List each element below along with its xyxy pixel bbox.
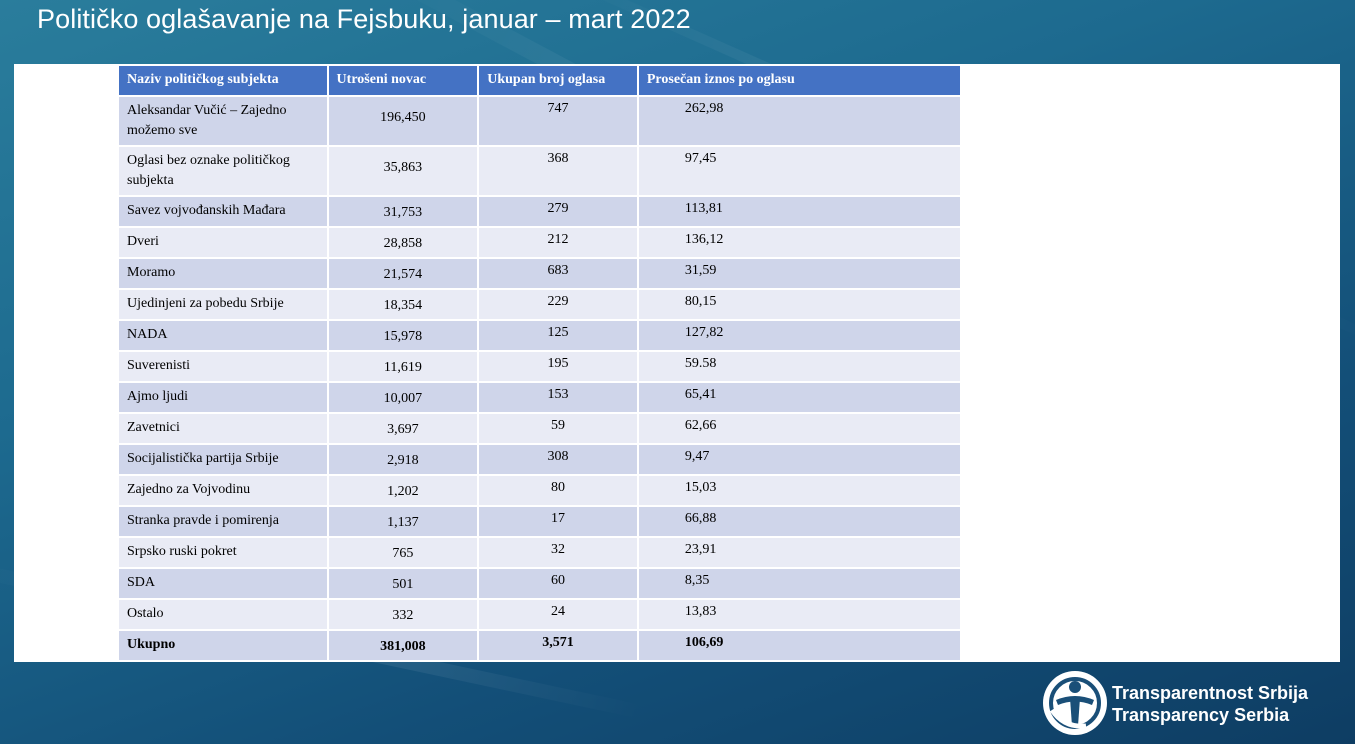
table-row: Ujedinjeni za pobedu Srbije 18,354 229 80,1… [117,288,963,321]
cell-average: 80,15 [636,288,963,321]
cell-ad-count: 153 [477,381,639,414]
logo-emblem-icon [1043,671,1107,735]
table-row: Savez vojvođanskih Mađara 31,753 279 113,81 [117,195,963,228]
cell-ad-count: 212 [477,226,639,259]
cell-average: 9,47 [636,443,963,476]
cell-party: NADA [117,319,329,352]
cell-ad-count: 17 [477,505,639,538]
cell-party: Ukupno [117,629,329,662]
table-row: Socijalistička partija Srbije 2,918 308 9,4… [117,443,963,476]
logo-text: Transparentnost Srbija Transparency Serb… [1112,682,1308,726]
cell-ad-count: 683 [477,257,639,290]
cell-party: Zajedno za Vojvodinu [117,474,329,507]
cell-spent: 1,202 [326,474,480,507]
cell-spent: 1,137 [326,505,480,538]
cell-average: 113,81 [636,195,963,228]
cell-party: Savez vojvođanskih Mađara [117,195,329,228]
cell-average: 62,66 [636,412,963,445]
cell-average: 106,69 [636,629,963,662]
cell-ad-count: 747 [477,95,639,147]
cell-spent: 2,918 [326,443,480,476]
cell-spent: 28,858 [326,226,480,259]
cell-party: Dveri [117,226,329,259]
table-row: Stranka pravde i pomirenja 1,137 17 66,88 [117,505,963,538]
cell-average: 13,83 [636,598,963,631]
slide-title: Političko oglašavanje na Fejsbuku, janua… [37,4,691,34]
table-total-row: Ukupno 381,008 3,571 106,69 [117,629,963,662]
table-row: Ajmo ljudi 10,007 153 65,41 [117,381,963,414]
ad-spending-table: Naziv političkog subjekta Utrošeni novac… [117,64,963,662]
cell-average: 136,12 [636,226,963,259]
cell-spent: 196,450 [326,95,480,147]
table-row: Dveri 28,858 212 136,12 [117,226,963,259]
cell-spent: 35,863 [326,145,480,197]
cell-party: SDA [117,567,329,600]
cell-average: 97,45 [636,145,963,197]
cell-party: Srpsko ruski pokret [117,536,329,569]
table-header-row: Naziv političkog subjekta Utrošeni novac… [117,64,963,97]
cell-ad-count: 229 [477,288,639,321]
cell-ad-count: 368 [477,145,639,197]
header-party: Naziv političkog subjekta [117,64,329,97]
cell-spent: 31,753 [326,195,480,228]
cell-party: Zavetnici [117,412,329,445]
logo-line-2: Transparency Serbia [1112,705,1290,725]
table-row: Zavetnici 3,697 59 62,66 [117,412,963,445]
cell-average: 31,59 [636,257,963,290]
cell-party: Moramo [117,257,329,290]
cell-party: Stranka pravde i pomirenja [117,505,329,538]
cell-party: Aleksandar Vučić – Zajedno možemo sve [117,95,329,147]
table-row: Ostalo 332 24 13,83 [117,598,963,631]
table-row: Suverenisti 11,619 195 59.58 [117,350,963,383]
cell-average: 127,82 [636,319,963,352]
table-row: Oglasi bez oznake političkog subjekta 35,… [117,145,963,197]
cell-spent: 15,978 [326,319,480,352]
table-row: Moramo 21,574 683 31,59 [117,257,963,290]
cell-spent: 332 [326,598,480,631]
table-row: NADA 15,978 125 127,82 [117,319,963,352]
cell-ad-count: 308 [477,443,639,476]
cell-party: Ujedinjeni za pobedu Srbije [117,288,329,321]
cell-average: 23,91 [636,536,963,569]
cell-party: Ajmo ljudi [117,381,329,414]
cell-average: 8,35 [636,567,963,600]
cell-spent: 765 [326,536,480,569]
cell-ad-count: 195 [477,350,639,383]
cell-party: Oglasi bez oznake političkog subjekta [117,145,329,197]
transparency-serbia-logo: Transparentnost Srbija Transparency Serb… [1040,670,1340,740]
cell-ad-count: 59 [477,412,639,445]
cell-spent: 18,354 [326,288,480,321]
cell-ad-count: 60 [477,567,639,600]
cell-average: 59.58 [636,350,963,383]
cell-ad-count: 279 [477,195,639,228]
table-row: Zajedno za Vojvodinu 1,202 80 15,03 [117,474,963,507]
cell-ad-count: 125 [477,319,639,352]
logo-line-1: Transparentnost Srbija [1112,683,1309,703]
cell-spent: 11,619 [326,350,480,383]
cell-party: Ostalo [117,598,329,631]
header-spent: Utrošeni novac [326,64,480,97]
cell-ad-count: 3,571 [477,629,639,662]
cell-party: Socijalistička partija Srbije [117,443,329,476]
table-row: Aleksandar Vučić – Zajedno možemo sve 196… [117,95,963,147]
cell-average: 66,88 [636,505,963,538]
cell-spent: 10,007 [326,381,480,414]
cell-average: 262,98 [636,95,963,147]
cell-spent: 21,574 [326,257,480,290]
cell-party: Suverenisti [117,350,329,383]
header-ad-count: Ukupan broj oglasa [477,64,639,97]
table-row: SDA 501 60 8,35 [117,567,963,600]
cell-ad-count: 24 [477,598,639,631]
cell-ad-count: 80 [477,474,639,507]
table-row: Srpsko ruski pokret 765 32 23,91 [117,536,963,569]
cell-ad-count: 32 [477,536,639,569]
cell-spent: 381,008 [326,629,480,662]
cell-spent: 3,697 [326,412,480,445]
cell-average: 65,41 [636,381,963,414]
cell-spent: 501 [326,567,480,600]
cell-average: 15,03 [636,474,963,507]
header-average: Prosečan iznos po oglasu [636,64,963,97]
